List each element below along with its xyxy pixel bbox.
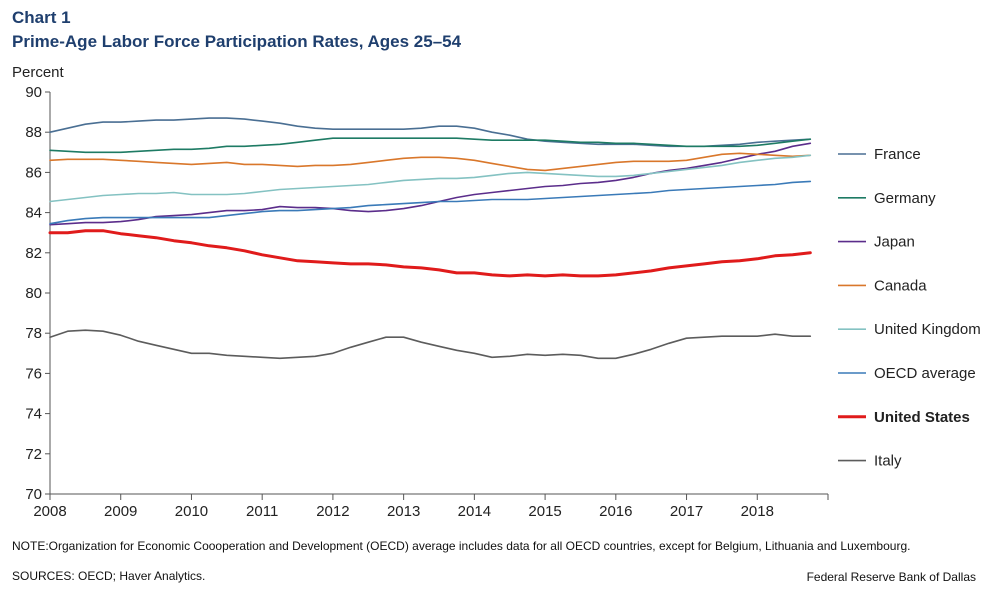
legend-label-united-states: United States (874, 409, 970, 426)
y-tick-label-72: 72 (25, 446, 42, 463)
series-line-italy (49, 329, 812, 360)
legend-label-canada: Canada (874, 277, 927, 294)
chart-credit: Federal Reserve Bank of Dallas (806, 570, 976, 584)
legend-label-france: France (874, 146, 921, 163)
x-tick-label-2008: 2008 (33, 503, 66, 520)
series-line-united-states (48, 229, 812, 278)
legend-label-oecd-average: OECD average (874, 365, 976, 382)
y-tick-label-80: 80 (25, 285, 42, 302)
y-tick-label-82: 82 (25, 245, 42, 262)
series-line-germany (49, 137, 812, 154)
legend-label-united-kingdom: United Kingdom (874, 321, 981, 338)
series-line-oecd-average (49, 180, 812, 225)
y-tick-label-74: 74 (25, 406, 42, 423)
series-line-united-kingdom (49, 154, 812, 203)
chart-note: NOTE:Organization for Economic Coooperat… (12, 539, 911, 553)
legend-label-italy: Italy (874, 453, 902, 470)
x-tick-label-2018: 2018 (741, 503, 774, 520)
y-tick-label-76: 76 (25, 365, 42, 382)
series-line-japan (49, 142, 812, 226)
y-tick-label-90: 90 (25, 84, 42, 101)
x-tick-label-2011: 2011 (246, 503, 278, 520)
chart-sources: SOURCES: OECD; Haver Analytics. (12, 569, 206, 583)
x-tick-label-2012: 2012 (316, 503, 349, 520)
x-tick-label-2015: 2015 (528, 503, 561, 520)
x-tick-label-2010: 2010 (175, 503, 208, 520)
legend-label-germany: Germany (874, 190, 936, 207)
x-tick-label-2009: 2009 (104, 503, 137, 520)
chart-title: Chart 1 (12, 8, 71, 27)
x-tick-label-2013: 2013 (387, 503, 420, 520)
y-tick-label-84: 84 (25, 205, 42, 222)
y-axis-label: Percent (12, 64, 64, 81)
x-tick-label-2016: 2016 (599, 503, 632, 520)
series-line-france (49, 117, 812, 148)
x-tick-label-2014: 2014 (458, 503, 491, 520)
y-tick-label-88: 88 (25, 124, 42, 141)
y-tick-label-78: 78 (25, 325, 42, 342)
legend-label-japan: Japan (874, 234, 915, 251)
x-tick-label-2017: 2017 (670, 503, 703, 520)
y-tick-label-86: 86 (25, 164, 42, 181)
chart-subtitle: Prime-Age Labor Force Participation Rate… (12, 32, 462, 51)
series-line-canada (49, 152, 812, 172)
y-tick-label-70: 70 (25, 486, 42, 503)
